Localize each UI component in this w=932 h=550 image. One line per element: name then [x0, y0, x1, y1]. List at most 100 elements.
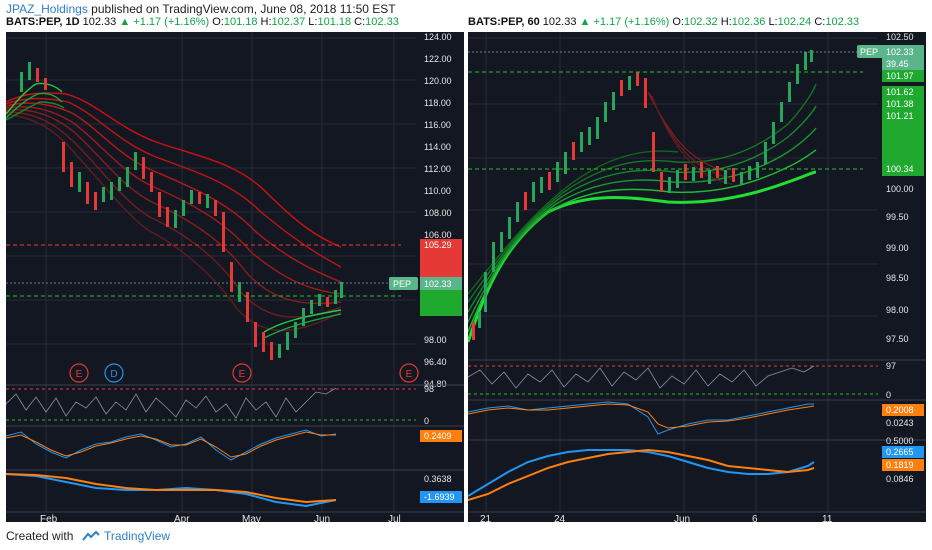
event-marker-1: E: [76, 369, 83, 380]
svg-text:Jun: Jun: [314, 514, 330, 522]
svg-text:Feb: Feb: [40, 514, 58, 522]
up-arrow-icon: ▲: [119, 16, 131, 28]
left-quote-line: BATS:PEP, 1D 102.33 ▲ +1.17 (+1.16%) O:1…: [6, 16, 399, 28]
svg-text:101.38: 101.38: [886, 99, 914, 109]
svg-text:102.33: 102.33: [886, 47, 914, 57]
svg-text:108.00: 108.00: [424, 208, 452, 218]
svg-text:116.00: 116.00: [424, 120, 451, 130]
svg-text:98.00: 98.00: [886, 305, 909, 315]
svg-text:0: 0: [886, 390, 891, 400]
svg-text:0.0243: 0.0243: [886, 418, 914, 428]
right-badge2: [882, 58, 924, 70]
publish-line: JPAZ_Holdings published on TradingView.c…: [6, 2, 396, 16]
svg-text:112.00: 112.00: [424, 164, 451, 174]
svg-text:Jun: Jun: [674, 514, 690, 522]
svg-text:101.97: 101.97: [886, 71, 914, 81]
right-last: 102.33: [542, 16, 577, 28]
svg-text:101.21: 101.21: [886, 111, 914, 121]
left-close: 102.33: [365, 16, 399, 28]
left-chart-svg[interactable]: E D E E 124.00 122.00 120.00 118.00 116.…: [6, 32, 464, 522]
svg-text:118.00: 118.00: [424, 98, 451, 108]
svg-text:102.50: 102.50: [886, 32, 914, 42]
svg-text:11: 11: [822, 514, 833, 522]
created-with-text: Created with: [6, 529, 74, 543]
left-open: 101.18: [223, 16, 258, 28]
svg-text:0.0846: 0.0846: [886, 474, 914, 484]
svg-text:PEP: PEP: [860, 47, 878, 57]
svg-text:May: May: [242, 514, 261, 522]
right-quote-line: BATS:PEP, 60 102.33 ▲ +1.17 (+1.16%) O:1…: [468, 16, 859, 28]
symbol-badge: [389, 277, 418, 290]
left-osc1-line: [6, 387, 337, 419]
right-osc3-blue: [468, 449, 815, 497]
right-level1-badge: [882, 70, 924, 82]
tradingview-brand-link[interactable]: TradingView: [104, 529, 171, 543]
event-marker-2: D: [110, 369, 117, 380]
svg-text:97: 97: [886, 361, 896, 371]
svg-text:0.2008: 0.2008: [886, 405, 914, 415]
right-osc3-badge2: [882, 459, 924, 471]
up-arrow-icon: ▲: [579, 16, 591, 28]
svg-text:39.45: 39.45: [886, 59, 909, 69]
right-green-stack: [882, 86, 924, 176]
left-low: 101.18: [317, 16, 352, 28]
svg-text:21: 21: [480, 514, 492, 522]
right-candles: [472, 50, 813, 340]
svg-text:102.33: 102.33: [424, 279, 452, 289]
svg-text:99.00: 99.00: [886, 243, 909, 253]
svg-text:110.00: 110.00: [424, 186, 451, 196]
red-level-label: 105.29: [424, 240, 452, 250]
right-osc3-badge1: [882, 446, 924, 458]
right-open: 102.32: [684, 16, 718, 28]
svg-text:0.1819: 0.1819: [886, 460, 914, 470]
left-osc2-blue: [6, 429, 337, 461]
event-marker-4: E: [406, 369, 413, 380]
svg-text:0.3638: 0.3638: [424, 474, 452, 484]
left-high: 102.37: [271, 16, 306, 28]
svg-text:114.00: 114.00: [424, 142, 451, 152]
left-last: 102.33: [82, 16, 117, 28]
svg-text:Jul: Jul: [388, 514, 401, 522]
left-price-axis: 124.00 122.00 120.00 118.00 116.00 114.0…: [424, 32, 452, 389]
right-change: +1.17 (+1.16%): [593, 16, 670, 28]
right-chart-svg[interactable]: 102.50 101.62 101.38 101.21 100.00 99.50…: [468, 32, 926, 522]
svg-text:94.80: 94.80: [424, 379, 447, 389]
right-high: 102.36: [731, 16, 766, 28]
right-symbol-badge: [857, 45, 883, 58]
author-link[interactable]: JPAZ_Holdings: [6, 2, 88, 16]
svg-text:0: 0: [424, 416, 429, 426]
right-chart-panel[interactable]: 102.50 101.62 101.38 101.21 100.00 99.50…: [468, 32, 926, 522]
svg-text:0.2665: 0.2665: [886, 447, 914, 457]
right-close: 102.33: [825, 16, 859, 28]
event-marker-3: E: [239, 369, 246, 380]
svg-text:0.2409: 0.2409: [424, 431, 452, 441]
svg-text:101.62: 101.62: [886, 87, 914, 97]
right-osc2-blue: [468, 401, 814, 435]
right-x-axis: 21 24 Jun 6 11: [480, 514, 833, 522]
svg-text:99.50: 99.50: [886, 212, 909, 222]
right-low: 102.24: [777, 16, 812, 28]
svg-text:PEP: PEP: [393, 279, 411, 289]
svg-text:98.00: 98.00: [424, 335, 447, 345]
right-osc2-badge1: [882, 404, 924, 416]
right-price-badge: [882, 45, 924, 58]
publish-text: published on TradingView.com, June 08, 2…: [91, 2, 396, 16]
svg-text:98.50: 98.50: [886, 273, 909, 283]
left-chart-panel[interactable]: E D E E 124.00 122.00 120.00 118.00 116.…: [6, 32, 464, 522]
svg-text:106.00: 106.00: [424, 230, 452, 240]
left-candles: [20, 62, 343, 360]
left-x-axis: Feb Apr May Jun Jul: [40, 514, 401, 522]
event-markers[interactable]: E D E E: [69, 363, 419, 383]
svg-text:-1.6939: -1.6939: [424, 492, 455, 502]
header: JPAZ_Holdings published on TradingView.c…: [0, 0, 932, 32]
tradingview-logo-icon[interactable]: [82, 530, 100, 542]
right-level2-badge: [882, 163, 924, 175]
left-osc2-orange: [6, 431, 336, 458]
svg-text:0.5000: 0.5000: [886, 436, 914, 446]
red-level-badges: [420, 239, 462, 283]
svg-text:122.00: 122.00: [424, 54, 452, 64]
right-green-ribbon: [468, 83, 817, 343]
svg-text:98: 98: [424, 384, 434, 394]
svg-text:Apr: Apr: [174, 514, 190, 522]
left-osc3-orange: [6, 473, 337, 504]
